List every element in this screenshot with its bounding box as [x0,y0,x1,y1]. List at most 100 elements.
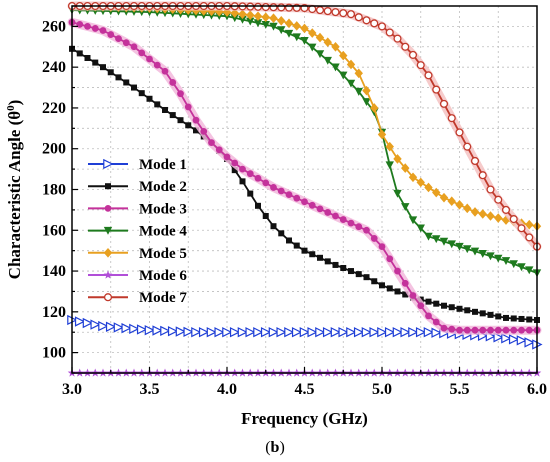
data-point [401,203,410,212]
data-point [76,50,83,57]
data-point [386,255,394,263]
data-point [247,190,254,197]
data-point [371,278,378,285]
data-point [494,254,503,263]
data-point [447,240,456,249]
y-axis-label: Characteristic Angle (θ0) [5,100,24,280]
data-point [346,10,356,19]
data-point [253,19,263,28]
data-point [323,7,332,16]
data-point [393,34,402,43]
data-point [229,327,241,338]
data-point [260,327,272,338]
data-point [92,59,99,66]
data-point [479,326,487,334]
data-point [84,22,91,30]
data-point [115,74,122,81]
x-tick-label: 6.0 [527,381,547,398]
data-point [362,85,371,96]
data-point [416,224,425,233]
data-point [98,320,109,332]
data-point [424,182,433,193]
data-point [377,327,388,338]
data-point [330,327,342,338]
data-point [402,291,409,298]
data-point [82,317,94,329]
y-tick-label: 120 [42,304,66,321]
data-point [169,112,176,119]
data-point [501,205,511,214]
data-point [323,56,332,65]
data-point [317,254,323,261]
data-point [463,326,471,334]
y-tick-label: 160 [42,222,66,239]
legend-entry: Mode 4 [88,224,187,240]
data-point [448,304,455,311]
data-point [331,41,340,52]
y-tick-label: 240 [42,59,66,76]
legend-label: Mode 4 [139,224,187,240]
data-point [525,326,533,334]
series-lines [67,1,543,377]
data-point [185,122,192,129]
data-point [262,213,269,220]
data-point [509,215,518,224]
data-point [339,71,348,80]
data-point [354,13,363,22]
data-point [439,192,449,203]
data-point [138,90,145,97]
data-point [277,187,285,195]
data-point [285,191,293,198]
data-point [238,9,247,19]
legend-label: Mode 7 [139,290,187,306]
caption-letter: b [271,439,280,456]
data-point [131,84,137,91]
data-point [431,327,442,338]
data-point [455,199,464,210]
series-mode-3 [67,17,542,335]
data-point [74,316,86,327]
data-point [307,327,318,338]
data-point [152,325,163,336]
data-point [100,64,106,71]
y-tick-label: 140 [42,263,66,280]
data-point [91,25,99,32]
data-point [136,324,148,335]
legend-marker [103,226,113,235]
data-point [440,324,448,332]
data-point [378,243,386,250]
data-point [223,153,231,161]
data-point [487,311,494,318]
data-point [115,35,122,43]
data-point [332,261,339,268]
data-point [432,318,440,326]
data-point [471,326,479,334]
data-point [386,285,393,292]
data-point [215,6,224,17]
data-point [315,6,325,15]
data-point [524,337,535,348]
data-point [191,327,202,338]
data-point [309,251,316,258]
data-point [425,312,432,320]
data-point [424,71,433,80]
data-point [510,326,518,334]
data-point [355,271,362,278]
data-point [486,211,495,221]
data-point [340,264,347,271]
data-point [517,263,526,272]
data-point [322,327,334,338]
data-point [346,59,356,70]
legend: Mode 1 Mode 2 Mode 3 Mode 4 Mode 5 Mode 6 Mode… [88,157,187,306]
data-point [347,219,355,227]
data-point [408,216,418,225]
data-point [353,327,365,338]
data-point [261,12,270,23]
data-point [146,95,153,102]
y-tick-label: 220 [42,100,66,117]
data-point [167,326,179,337]
legend-entry: Mode 1 [88,157,187,173]
data-point [339,9,348,18]
x-tick-label: 5.5 [450,381,470,398]
data-point [300,23,309,34]
